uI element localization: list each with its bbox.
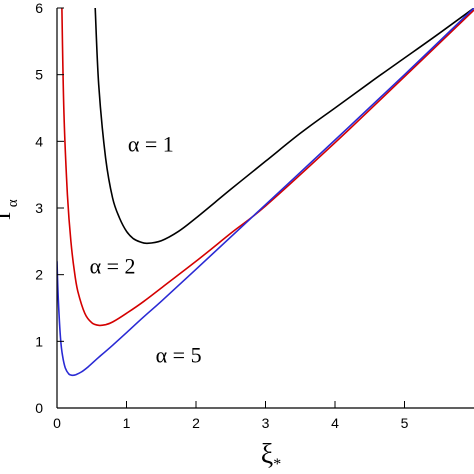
y-tick-label: 1 (35, 333, 43, 349)
series-line-alpha-2 (61, 8, 474, 327)
curve-label: α = 1 (128, 131, 174, 156)
x-tick-label: 2 (192, 415, 200, 431)
x-tick-label: 0 (53, 415, 61, 431)
x-tick-label: 5 (401, 415, 409, 431)
y-tick-label: 4 (35, 133, 43, 149)
x-axis-label: ξ* (261, 439, 281, 473)
labels: α = 1 α = 2 α = 5 (90, 131, 202, 367)
curve-label: α = 2 (90, 253, 136, 278)
x-tick-label: 1 (123, 415, 131, 431)
y-tick-label: 2 (35, 267, 43, 283)
y-axis-label-sub: α (5, 199, 21, 207)
series-line-alpha-1 (94, 8, 474, 245)
ticks: 0 1 2 3 4 5 0 1 2 3 4 5 6 (35, 0, 408, 431)
y-axis-label-main: T (0, 209, 15, 223)
y-tick-label: 0 (35, 400, 43, 416)
y-tick-label: 6 (35, 0, 43, 16)
y-axis-label: Tα (0, 199, 21, 222)
x-axis-label-main: ξ (261, 439, 273, 470)
x-axis-label-sub: * (273, 456, 281, 473)
curve-label: α = 5 (156, 343, 202, 368)
y-tick-label: 3 (35, 200, 43, 216)
x-tick-label: 4 (331, 415, 339, 431)
curves (57, 8, 474, 377)
series-line-alpha-5 (57, 8, 474, 377)
x-tick-label: 3 (262, 415, 270, 431)
y-tick-label: 5 (35, 67, 43, 83)
